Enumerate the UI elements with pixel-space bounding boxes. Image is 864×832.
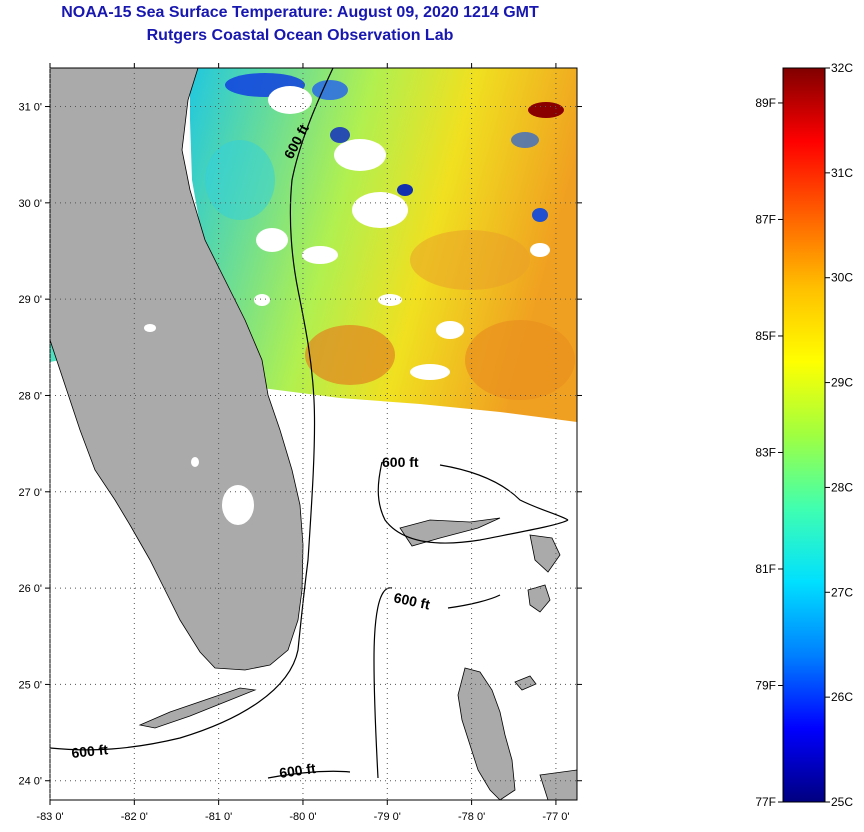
cloud-gap	[410, 364, 450, 380]
colorbar-scale	[782, 67, 826, 803]
cloud-gap	[268, 86, 312, 114]
contour-label: 600 ft	[71, 741, 109, 761]
colorbar-f-label: 85F	[755, 329, 776, 343]
warm-patch	[465, 320, 575, 400]
colorbar-f-label: 77F	[755, 795, 776, 809]
axis-ticks: -83 0' -82 0' -81 0' -80 0' -79 0' -78 0' -77 …	[18, 63, 582, 823]
sst-map: -83 0' -82 0' -81 0' -80 0' -79 0' -78 0' -77 …	[18, 63, 582, 823]
cloud-gap	[378, 294, 402, 306]
lon-tick-label: -83 0'	[36, 811, 63, 823]
land-andros	[457, 667, 516, 800]
colorbar-f-label: 79F	[755, 678, 776, 692]
contour-label: 600 ft	[278, 760, 317, 781]
cloud-gap	[334, 139, 386, 171]
lon-tick-label: -78 0'	[458, 811, 485, 823]
colorbar-c-label: 30C	[831, 271, 853, 285]
cloud-gap	[352, 192, 408, 228]
land-eleuthera	[527, 584, 551, 613]
colorbar-f-label: 83F	[755, 445, 776, 459]
lake-okeechobee	[222, 485, 254, 525]
colorbar-f-label: 87F	[755, 212, 776, 226]
warm-patch	[305, 325, 395, 385]
lat-tick-label: 27 0'	[18, 487, 42, 499]
lon-tick-label: -81 0'	[205, 811, 232, 823]
land-keys	[138, 687, 257, 729]
lat-tick-label: 31 0'	[18, 102, 42, 114]
cool-patch	[312, 80, 348, 100]
warm-patch	[410, 230, 530, 290]
lon-tick-label: -80 0'	[289, 811, 316, 823]
cool-patch	[532, 208, 548, 222]
hot-spot	[528, 102, 564, 118]
cool-patch	[330, 127, 350, 143]
contour-label: 600 ft	[382, 454, 419, 470]
inland-lake	[144, 324, 156, 332]
lat-tick-label: 29 0'	[18, 294, 42, 306]
cloud-gap	[436, 321, 464, 339]
cloud-gap	[530, 243, 550, 257]
lat-tick-label: 30 0'	[18, 198, 42, 210]
lon-tick-label: -82 0'	[121, 811, 148, 823]
lat-tick-label: 26 0'	[18, 583, 42, 595]
cloud-gap	[302, 246, 338, 264]
inland-lake	[191, 457, 199, 467]
colorbar-f-label: 89F	[755, 96, 776, 110]
land-cuba-edge	[539, 769, 577, 800]
colorbar-c-label: 27C	[831, 585, 853, 599]
cool-patch	[511, 132, 539, 148]
lat-tick-label: 25 0'	[18, 679, 42, 691]
lon-tick-label: -77 0'	[542, 811, 569, 823]
colorbar-c-label: 31C	[831, 166, 853, 180]
sst-colorbar: 32C 31C 30C 29C 28C 27C 26C 25C 89F 87F 85F 83F 81F 7…	[755, 61, 853, 809]
map-title: NOAA-15 Sea Surface Temperature: August …	[61, 4, 539, 21]
map-subtitle: Rutgers Coastal Ocean Observation Lab	[146, 27, 454, 44]
lat-tick-label: 28 0'	[18, 390, 42, 402]
lon-tick-label: -79 0'	[374, 811, 401, 823]
contour-600ft-tongue-top	[447, 594, 501, 609]
contour-600ft-bahamas-north	[377, 461, 569, 544]
colorbar-f-label: 81F	[755, 562, 776, 576]
contour-600ft-bahamas-north-top	[439, 464, 569, 521]
contour-600ft-tongue	[373, 587, 393, 779]
colorbar-c-label: 28C	[831, 480, 853, 494]
lat-tick-label: 24 0'	[18, 776, 42, 788]
cool-patch	[205, 140, 275, 220]
cool-patch	[397, 184, 413, 196]
cloud-gap	[254, 294, 270, 306]
contour-600ft-south	[267, 770, 351, 779]
land-abaco	[529, 534, 561, 573]
cloud-gap	[256, 228, 288, 252]
contour-label: 600 ft	[392, 589, 431, 612]
colorbar-c-label: 29C	[831, 376, 853, 390]
colorbar-c-label: 25C	[831, 795, 853, 809]
graticule	[49, 68, 577, 800]
land-grand-bahama	[399, 517, 501, 547]
contour-600ft-atlantic	[50, 68, 334, 751]
colorbar-c-label: 26C	[831, 690, 853, 704]
colorbar-c-label: 32C	[831, 61, 853, 75]
